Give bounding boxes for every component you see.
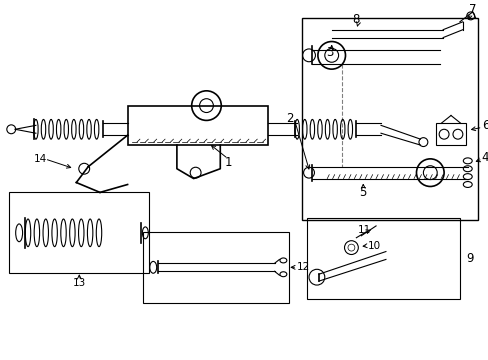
Bar xyxy=(127,105,267,145)
Text: 1: 1 xyxy=(224,156,231,169)
Text: 5: 5 xyxy=(359,186,366,199)
Bar xyxy=(9,192,149,273)
Text: 7: 7 xyxy=(468,4,475,17)
Bar xyxy=(143,232,289,303)
Text: 11: 11 xyxy=(357,225,370,235)
Bar xyxy=(306,218,459,299)
Bar xyxy=(435,123,465,145)
Text: 13: 13 xyxy=(73,278,86,288)
Text: 9: 9 xyxy=(465,252,472,265)
Text: 6: 6 xyxy=(481,119,488,132)
Text: 2: 2 xyxy=(286,112,293,125)
Text: 3: 3 xyxy=(325,46,333,59)
Text: 10: 10 xyxy=(367,240,380,251)
Text: 14: 14 xyxy=(34,154,47,164)
Text: 12: 12 xyxy=(296,262,309,272)
Bar xyxy=(302,18,477,220)
Text: 8: 8 xyxy=(352,13,359,26)
Text: 4: 4 xyxy=(481,151,488,165)
